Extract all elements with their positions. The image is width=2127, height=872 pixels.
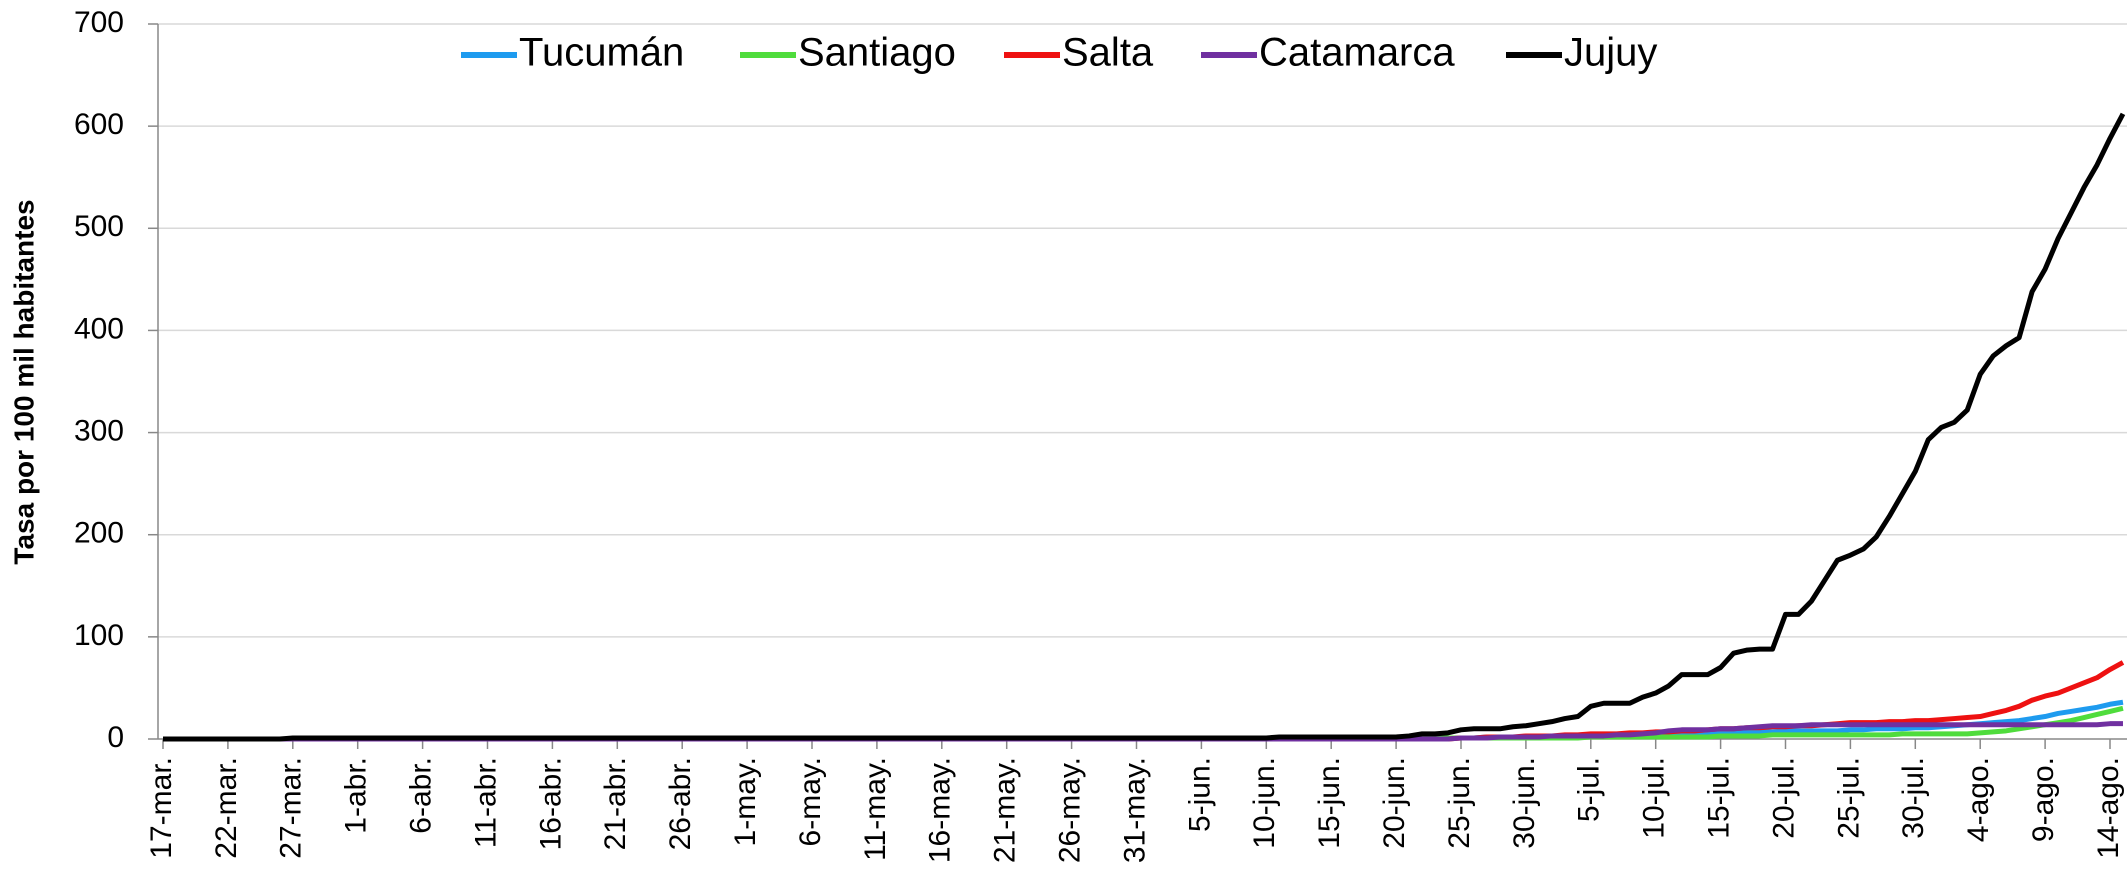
legend-label: Tucumán (519, 31, 684, 75)
y-tick-label: 700 (74, 6, 124, 39)
x-tick-label: 14-ago. (2092, 757, 2125, 859)
x-tick-label: 6-may. (794, 757, 827, 846)
legend-label: Santiago (798, 31, 956, 75)
x-tick-label: 15-jun. (1313, 757, 1346, 849)
x-tick-label: 16-abr. (534, 757, 567, 850)
x-tick-label: 25-jun. (1443, 757, 1476, 849)
y-axis-label: Tasa por 100 mil habitantes (8, 199, 39, 564)
x-tick-label: 5-jul. (1573, 757, 1606, 822)
x-tick-label: 26-abr. (664, 757, 697, 850)
x-tick-label: 1-may. (729, 757, 762, 846)
x-tick-label: 31-may. (1118, 757, 1151, 863)
x-tick-label: 1-abr. (340, 757, 373, 834)
x-tick-label: 27-mar. (275, 757, 308, 859)
y-tick-label: 600 (74, 108, 124, 141)
x-tick-label: 5-jun. (1183, 757, 1216, 832)
y-tick-label: 0 (107, 721, 124, 754)
x-tick-label: 17-mar. (145, 757, 178, 859)
x-tick-label: 25-jul. (1832, 757, 1865, 839)
x-tick-label: 30-jul. (1897, 757, 1930, 839)
x-tick-label: 10-jun. (1248, 757, 1281, 849)
x-tick-label: 20-jun. (1378, 757, 1411, 849)
x-tick-label: 11-may. (859, 757, 892, 861)
x-tick-label: 20-jul. (1767, 757, 1800, 839)
x-tick-label: 26-may. (1054, 757, 1087, 863)
x-tick-label: 21-abr. (599, 757, 632, 850)
series-line (163, 660, 2125, 742)
x-tick-label: 21-may. (989, 757, 1022, 863)
y-tick-label: 300 (74, 414, 124, 447)
x-tick-label: 10-jul. (1638, 757, 1671, 839)
x-tick-label: 4-ago. (1962, 757, 1995, 842)
x-tick-label: 11-abr. (469, 757, 502, 848)
y-tick-label: 200 (74, 517, 124, 550)
legend-label: Jujuy (1564, 31, 1657, 75)
legend-label: Catamarca (1259, 31, 1455, 75)
y-tick-label: 100 (74, 619, 124, 652)
x-tick-label: 6-abr. (405, 757, 438, 834)
y-tick-label: 400 (74, 312, 124, 345)
x-tick-label: 30-jun. (1508, 757, 1541, 849)
x-tick-label: 16-may. (924, 757, 957, 863)
x-tick-label: 15-jul. (1703, 757, 1736, 839)
x-tick-label: 22-mar. (210, 757, 243, 859)
y-tick-label: 500 (74, 210, 124, 243)
x-tick-label: 9-ago. (2027, 757, 2060, 842)
series-line (163, 112, 2126, 742)
legend-label: Salta (1062, 31, 1154, 75)
